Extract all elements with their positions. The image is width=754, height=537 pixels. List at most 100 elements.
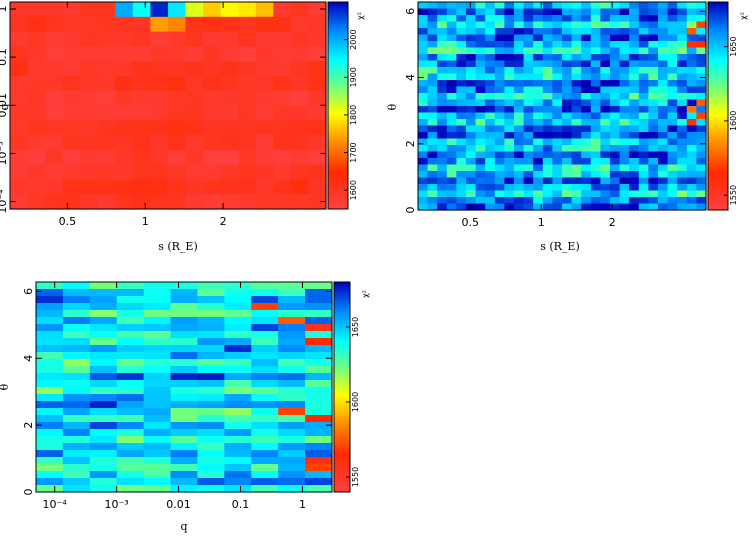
heatmap-cell: [456, 41, 467, 49]
heatmap-cell: [552, 132, 563, 140]
heatmap-cell: [600, 151, 611, 159]
colorbar: [327, 1, 349, 210]
heatmap-cell: [552, 190, 563, 198]
heatmap-cell: [494, 184, 505, 192]
heatmap-cell: [305, 282, 333, 290]
heatmap-cell: [89, 415, 118, 423]
heatmap-cell: [224, 450, 252, 458]
heatmap-cell: [220, 164, 239, 181]
heatmap-cell: [629, 158, 640, 166]
heatmap-cell: [667, 145, 678, 153]
heatmap-cell: [552, 197, 563, 205]
heatmap-cell: [629, 28, 640, 36]
heatmap-cell: [251, 415, 279, 423]
heatmap-cell: [168, 135, 187, 151]
heatmap-cell: [504, 54, 515, 62]
heatmap-cell: [610, 145, 621, 153]
heatmap-cell: [504, 41, 515, 49]
heatmap-cell: [27, 90, 46, 107]
heatmap-cell: [278, 310, 306, 318]
heatmap-cell: [542, 184, 553, 192]
x-tick-label: 2: [609, 216, 616, 229]
heatmap-cell: [132, 16, 152, 33]
heatmap-cell: [581, 8, 592, 16]
heatmap-cell: [590, 158, 601, 166]
heatmap-cell: [290, 75, 310, 92]
heatmap-cell: [251, 317, 279, 325]
heatmap-cell: [305, 422, 333, 430]
heatmap-cell: [648, 197, 659, 205]
heatmap-cell: [590, 190, 601, 198]
heatmap-cell: [600, 125, 611, 133]
heatmap-cell: [305, 464, 333, 472]
heatmap-cell: [523, 67, 534, 75]
heatmap-cell: [427, 2, 438, 10]
heatmap-cell: [238, 164, 257, 181]
heatmap-cell: [648, 99, 659, 107]
heatmap-cell: [638, 86, 649, 94]
heatmap-cell: [686, 203, 697, 211]
heatmap-cell: [552, 164, 563, 172]
heatmap-cell: [600, 145, 611, 153]
heatmap-cell: [600, 158, 611, 166]
heatmap-cell: [542, 41, 553, 49]
heatmap-cell: [610, 119, 621, 127]
heatmap-cell: [638, 80, 649, 88]
heatmap-cell: [418, 197, 429, 205]
heatmap-cell: [418, 138, 429, 146]
heatmap-cell: [305, 345, 333, 353]
heatmap-cell: [185, 61, 204, 77]
heatmap-cell: [562, 34, 573, 42]
heatmap-cell: [62, 443, 91, 451]
heatmap-cell: [619, 54, 630, 62]
heatmap-cell: [62, 75, 81, 92]
heatmap-cell: [629, 86, 640, 94]
heatmap-cell: [238, 105, 257, 121]
heatmap-cell: [418, 21, 429, 29]
heatmap-cell: [571, 47, 582, 55]
heatmap-cell: [619, 73, 630, 81]
heatmap-cell: [446, 93, 457, 101]
heatmap-cell: [686, 138, 697, 146]
heatmap-cell: [278, 282, 306, 290]
heatmap-cell: [485, 125, 496, 133]
heatmap-cell: [514, 138, 525, 146]
heatmap-cell: [533, 138, 544, 146]
heatmap-cell: [36, 443, 64, 451]
heatmap-cell: [80, 61, 99, 77]
heatmap-cell: [224, 310, 252, 318]
heatmap-cell: [427, 34, 438, 42]
heatmap-cell: [466, 99, 477, 107]
heatmap-cell: [45, 75, 64, 92]
heatmap-cell: [251, 359, 279, 367]
heatmap-cell: [305, 359, 333, 367]
heatmap-cell: [571, 21, 582, 29]
heatmap-cell: [658, 132, 669, 140]
heatmap-cell: [197, 331, 225, 339]
heatmap-cell: [542, 158, 553, 166]
heatmap-cell: [523, 80, 534, 88]
heatmap-cell: [514, 34, 525, 42]
heatmap-cell: [456, 125, 467, 133]
heatmap-cell: [10, 75, 29, 92]
heatmap-cell: [494, 190, 505, 198]
heatmap-cell: [62, 303, 91, 311]
heatmap-cell: [10, 31, 29, 47]
heatmap-cell: [667, 164, 678, 172]
heatmap-cell: [504, 2, 515, 10]
heatmap-cell: [494, 41, 505, 49]
heatmap-cell: [658, 190, 669, 198]
heatmap-cell: [562, 132, 573, 140]
heatmap-cell: [619, 119, 630, 127]
heatmap-cell: [446, 184, 457, 192]
heatmap-cell: [552, 93, 563, 101]
heatmap-cell: [667, 177, 678, 185]
heatmap-cell: [80, 135, 99, 151]
heatmap-cell: [437, 41, 448, 49]
heatmap-cell: [10, 194, 29, 210]
heatmap-cell: [170, 436, 199, 444]
heatmap-cell: [255, 194, 274, 210]
heatmap-cell: [542, 112, 553, 120]
